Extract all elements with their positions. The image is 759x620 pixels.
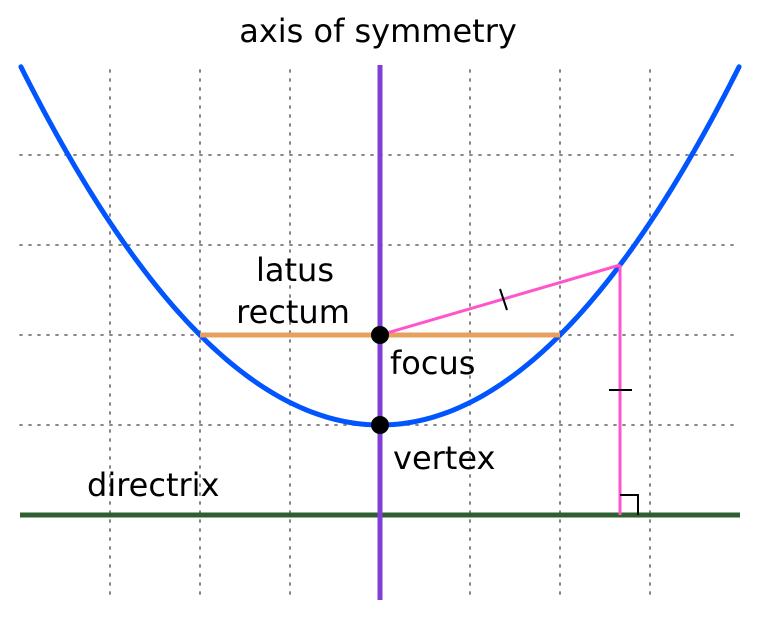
focus-to-point-segment [379, 263, 621, 337]
focus-label: focus [390, 344, 475, 382]
right-angle-marker-icon [620, 494, 639, 515]
vertex-label: vertex [393, 439, 495, 477]
axis-of-symmetry-label: axis of symmetry [239, 12, 517, 50]
focus-point [371, 326, 389, 344]
equal-length-tick-icon [499, 288, 508, 311]
directrix-label: directrix [87, 466, 219, 504]
latus-rectum-label-line-1: latus [256, 251, 334, 289]
latus-rectum-label-line-2: rectum [236, 293, 350, 331]
vertex-point [371, 416, 389, 434]
